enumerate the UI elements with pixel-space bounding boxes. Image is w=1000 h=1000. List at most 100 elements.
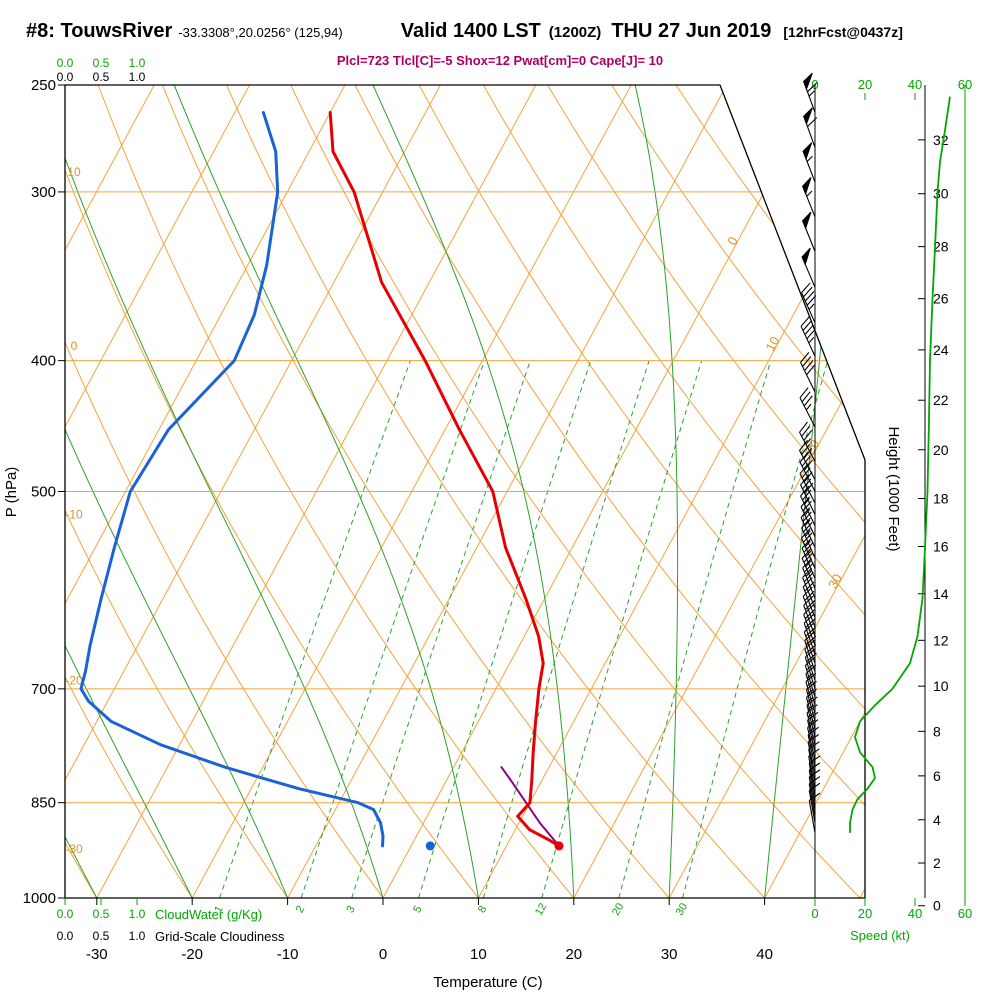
cloudwater-scale-label: 1.0 xyxy=(129,907,146,921)
wind-barb-full xyxy=(801,425,811,437)
dry-adiabat-line xyxy=(611,85,865,898)
height-tick-label: 24 xyxy=(933,342,949,358)
wind-barb-full xyxy=(808,748,820,757)
sounding-curves xyxy=(79,111,564,851)
wind-barb-full xyxy=(802,586,813,597)
wind-barb-staff xyxy=(799,397,816,428)
wind-barb-full xyxy=(807,734,819,743)
wind-barb-full xyxy=(808,762,821,771)
temperature-curve xyxy=(328,111,561,848)
wind-barb-full xyxy=(807,726,819,736)
wind-barb-full xyxy=(808,782,821,791)
wind-barb-full xyxy=(803,429,813,441)
wind-barb-half xyxy=(808,303,815,310)
mixing-ratio-line xyxy=(219,360,411,898)
wind-barb-full xyxy=(808,755,821,764)
wind-barb-full xyxy=(803,459,813,471)
wind-barb-full xyxy=(807,117,818,127)
isotherm-label: 20 xyxy=(802,437,822,457)
temp-tick-label: 30 xyxy=(661,946,678,963)
mixing-ratio-label: 12 xyxy=(533,901,550,918)
wind-barb-full xyxy=(801,528,811,539)
speed-scale-label: 20 xyxy=(858,77,872,92)
dry-adiabat-line xyxy=(226,85,765,898)
wind-barb-full xyxy=(801,467,811,479)
wind-barb-full xyxy=(805,626,816,637)
wind-barb-full xyxy=(801,538,812,549)
wind-barb-full xyxy=(802,500,812,512)
wind-barb-full xyxy=(803,471,813,483)
speed-scale-label: 20 xyxy=(858,906,872,921)
station-title: #8: TouwsRiver xyxy=(26,20,173,42)
wind-barb-full xyxy=(802,511,812,523)
isotherm-line xyxy=(764,85,865,898)
moist-adiabat-line xyxy=(65,85,289,898)
wind-barb-staff xyxy=(802,596,816,628)
dry-adiabat-label: -20 xyxy=(65,673,83,687)
wind-barb-full xyxy=(801,548,812,559)
surface-dewpoint-dot xyxy=(425,841,435,851)
wind-barb-full xyxy=(800,496,810,508)
wind-barb-pennant xyxy=(803,107,813,126)
wind-barb-staff xyxy=(804,640,816,672)
wind-barb-full xyxy=(808,741,820,750)
dry-adiabat-line xyxy=(482,85,865,898)
dry-adiabat-line xyxy=(65,85,479,898)
cloudwater-axis-label: CloudWater (g/Kg) xyxy=(155,907,262,922)
surface-temp-dot xyxy=(554,841,564,851)
dry-adiabat-label: -10 xyxy=(65,508,83,522)
gridscale-scale-label: 0.5 xyxy=(93,929,110,943)
wind-barb-full xyxy=(806,688,817,698)
wind-barb-full xyxy=(803,552,814,563)
temp-tick-label: 10 xyxy=(470,946,487,963)
height-tick-label: 12 xyxy=(933,632,949,648)
wind-barb-full xyxy=(804,360,814,371)
isotherm-line xyxy=(65,85,251,898)
wind-barb-full xyxy=(808,776,821,785)
temp-tick-label: 0 xyxy=(379,946,387,963)
wind-barb-staff xyxy=(803,605,816,637)
pressure-tick-label: 700 xyxy=(31,681,56,698)
wind-barb-staff xyxy=(806,704,816,738)
wind-barb-full xyxy=(803,532,813,543)
wind-barb-staff xyxy=(803,631,816,664)
wind-barb-full xyxy=(806,680,817,690)
mixing-ratio-label: 2 xyxy=(294,904,307,915)
wind-barb-staff xyxy=(808,749,816,782)
wind-barb-full xyxy=(800,507,810,518)
wind-barb-full xyxy=(806,328,816,340)
dry-adiabat-line xyxy=(547,85,865,898)
isotherm-line xyxy=(668,85,865,898)
height-tick-label: 30 xyxy=(933,186,949,202)
speed-axis-label: Speed (kt) xyxy=(850,928,910,943)
wind-barb-pennant xyxy=(801,247,811,266)
wind-barb-full xyxy=(800,485,810,497)
moist-adiabat-line xyxy=(372,85,575,898)
wind-barb-half xyxy=(806,672,814,679)
moist-adiabat-line xyxy=(634,85,679,898)
height-tick-label: 22 xyxy=(933,392,949,408)
cloudwater-scale-label: 0.0 xyxy=(57,56,74,70)
wind-barb-full xyxy=(801,282,811,294)
isotherm-line xyxy=(859,85,865,898)
dry-adiabat-label: 10 xyxy=(67,165,81,179)
wind-barb-half xyxy=(804,509,811,516)
wind-barb-staff xyxy=(803,614,816,646)
wind-barb-full xyxy=(802,577,813,588)
wind-barb-staff xyxy=(808,790,816,824)
wind-barb-full xyxy=(803,613,815,624)
wind-barb-full xyxy=(804,290,815,302)
isotherm-line xyxy=(65,85,155,898)
wind-barb-full xyxy=(803,572,814,583)
wind-barb-full xyxy=(802,356,812,367)
wind-barb-full xyxy=(799,439,808,451)
speed-scale-label: 40 xyxy=(908,77,922,92)
height-tick-label: 20 xyxy=(933,442,949,458)
stats-line: Plcl=723 Tlcl[C]=-5 Shox=12 Pwat[cm]=0 C… xyxy=(336,53,664,68)
wind-barb-full xyxy=(805,644,817,654)
wind-barb-full xyxy=(808,792,821,801)
